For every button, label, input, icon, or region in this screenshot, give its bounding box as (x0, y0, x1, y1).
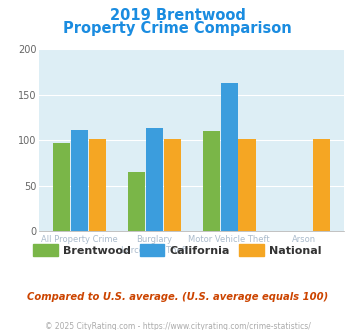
Text: Property Crime Comparison: Property Crime Comparison (63, 21, 292, 36)
Text: © 2025 CityRating.com - https://www.cityrating.com/crime-statistics/: © 2025 CityRating.com - https://www.city… (45, 322, 310, 330)
Bar (146, 127, 163, 231)
Bar (128, 172, 145, 231)
Legend: Brentwood, California, National: Brentwood, California, National (29, 240, 326, 260)
Bar (164, 139, 181, 231)
Bar (220, 83, 238, 231)
Text: 2019 Brentwood: 2019 Brentwood (110, 8, 245, 23)
Bar (89, 139, 106, 231)
Bar (71, 130, 88, 231)
Bar (53, 143, 70, 231)
Bar (239, 139, 256, 231)
Bar (313, 139, 331, 231)
Text: Compared to U.S. average. (U.S. average equals 100): Compared to U.S. average. (U.S. average … (27, 292, 328, 302)
Bar (203, 131, 220, 231)
